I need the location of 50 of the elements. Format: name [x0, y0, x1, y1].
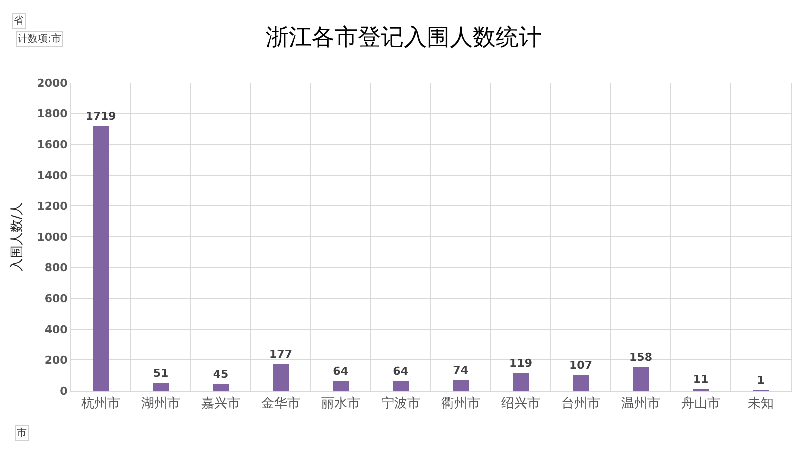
- y-tick-label: 2000: [37, 76, 68, 90]
- bar: [213, 384, 229, 391]
- data-label: 158: [630, 351, 652, 364]
- bar: [393, 381, 409, 391]
- y-tick-label: 0: [60, 384, 68, 398]
- x-tick-label: 湖州市: [142, 396, 180, 412]
- x-tick-label: 嘉兴市: [202, 396, 240, 412]
- data-label: 177: [270, 348, 292, 361]
- bar: [573, 375, 589, 391]
- data-label: 74: [453, 364, 469, 377]
- chart-title: 浙江各市登记入围人数统计: [266, 25, 542, 50]
- bar: [513, 373, 529, 391]
- x-tick-label: 未知: [748, 396, 774, 412]
- data-label: 45: [213, 368, 229, 381]
- y-tick-label: 200: [44, 354, 68, 368]
- y-tick-label: 400: [44, 323, 68, 336]
- bar: [333, 381, 349, 391]
- y-tick-label: 1400: [37, 169, 68, 182]
- y-tick-label: 1000: [37, 230, 68, 244]
- data-label: 119: [510, 357, 532, 370]
- bar: [453, 380, 469, 391]
- x-tick-label: 台州市: [562, 396, 600, 412]
- bar: [273, 364, 289, 391]
- y-axis-title: 入围人数/人: [10, 202, 26, 272]
- y-tick-label: 800: [44, 262, 68, 275]
- y-tick-label: 1200: [37, 200, 68, 214]
- bar: [93, 126, 109, 391]
- bar: [633, 367, 649, 391]
- text: 市: [17, 427, 27, 439]
- x-tick-label: 衢州市: [442, 396, 480, 412]
- data-label: 1719: [86, 110, 116, 123]
- x-tick-label: 温州市: [622, 396, 660, 412]
- y-tick-label: 600: [44, 292, 68, 306]
- data-label: 64: [333, 365, 349, 378]
- x-tick-label: 金华市: [262, 396, 300, 412]
- x-tick-label: 舟山市: [682, 396, 720, 412]
- x-tick-label: 宁波市: [382, 396, 420, 412]
- data-label: 107: [570, 359, 592, 372]
- data-label: 51: [153, 367, 169, 380]
- y-tick-label: 1600: [37, 138, 68, 152]
- x-tick-label: 丽水市: [322, 396, 360, 412]
- text: 计数项:市: [18, 33, 62, 45]
- text: 省: [14, 15, 24, 27]
- bar: [153, 383, 169, 391]
- x-tick-label: 杭州市: [80, 396, 120, 412]
- data-label: 11: [693, 373, 709, 386]
- data-label: 1: [757, 374, 765, 387]
- y-tick-label: 1800: [37, 108, 68, 121]
- x-tick-label: 绍兴市: [502, 396, 540, 412]
- data-label: 64: [393, 365, 409, 378]
